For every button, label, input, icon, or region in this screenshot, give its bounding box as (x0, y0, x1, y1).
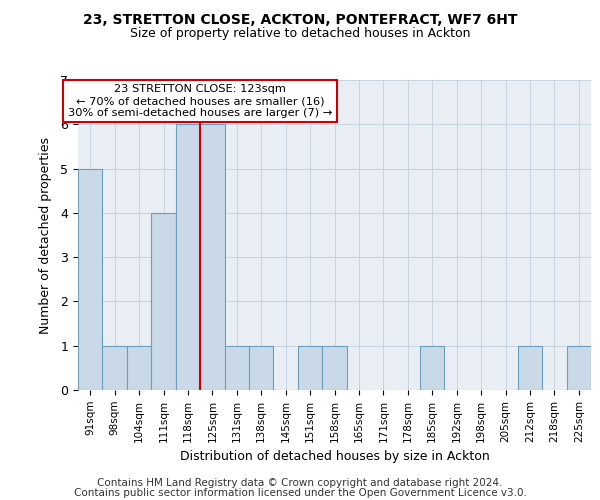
Text: 23 STRETTON CLOSE: 123sqm
← 70% of detached houses are smaller (16)
30% of semi-: 23 STRETTON CLOSE: 123sqm ← 70% of detac… (68, 84, 332, 117)
Bar (420, 346, 445, 390)
Bar (298, 346, 322, 390)
X-axis label: Distribution of detached houses by size in Ackton: Distribution of detached houses by size … (179, 450, 490, 463)
Text: Size of property relative to detached houses in Ackton: Size of property relative to detached ho… (130, 28, 470, 40)
Bar (322, 346, 347, 390)
Text: 23, STRETTON CLOSE, ACKTON, PONTEFRACT, WF7 6HT: 23, STRETTON CLOSE, ACKTON, PONTEFRACT, … (83, 12, 517, 26)
Bar (518, 346, 542, 390)
Text: Contains HM Land Registry data © Crown copyright and database right 2024.: Contains HM Land Registry data © Crown c… (97, 478, 503, 488)
Bar (566, 346, 591, 390)
Y-axis label: Number of detached properties: Number of detached properties (39, 136, 52, 334)
Text: Contains public sector information licensed under the Open Government Licence v3: Contains public sector information licen… (74, 488, 526, 498)
Bar (78, 168, 103, 390)
Bar (224, 346, 249, 390)
Bar (200, 124, 224, 390)
Bar (127, 346, 151, 390)
Bar (103, 346, 127, 390)
Bar (176, 124, 200, 390)
Bar (151, 213, 176, 390)
Bar (249, 346, 274, 390)
